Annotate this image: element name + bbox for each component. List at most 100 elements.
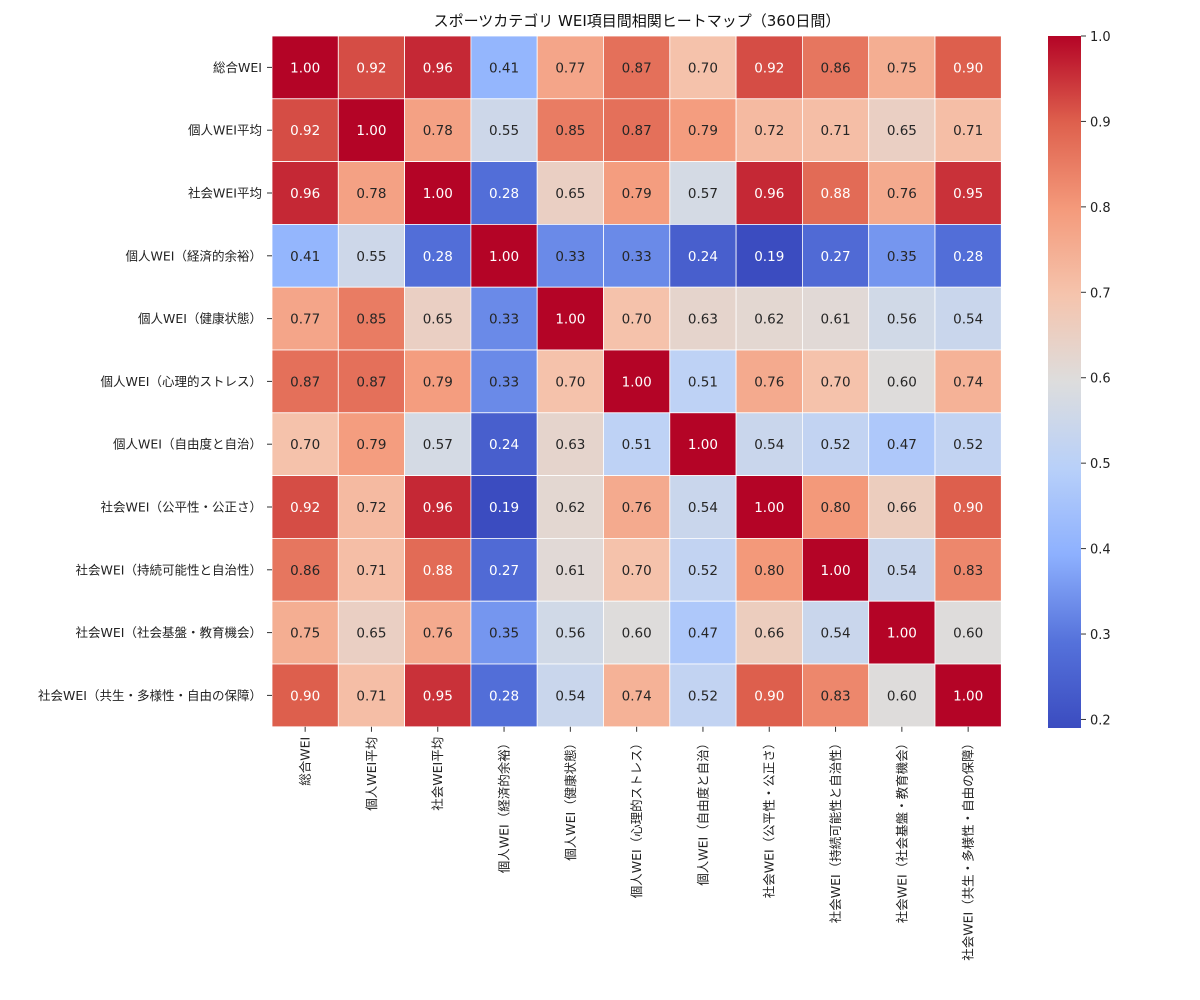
cell-value-label: 1.00: [953, 688, 983, 704]
cell-value-label: 0.41: [290, 249, 320, 265]
colorbar-tick-label: 0.8: [1090, 201, 1111, 216]
heatmap-cell: [802, 161, 870, 225]
cell-value-label: 0.66: [887, 500, 917, 516]
colorbar-tick-label: 0.6: [1090, 372, 1111, 387]
cell-value-label: 1.00: [622, 374, 652, 390]
cell-value-label: 0.52: [821, 437, 851, 453]
x-tick-label: 社会WEI（共生・多様性・自由の保障）: [961, 737, 976, 961]
cell-value-label: 0.87: [356, 374, 386, 390]
heatmap-cell: [802, 35, 870, 100]
cell-value-label: 0.28: [423, 249, 453, 265]
y-tick-label: 個人WEI（心理的ストレス）: [101, 374, 262, 389]
heatmap-cell: [404, 161, 472, 225]
cell-value-label: 1.00: [356, 123, 386, 139]
cell-value-label: 0.33: [622, 249, 652, 265]
heatmap-cell: [404, 475, 472, 539]
cell-value-label: 0.28: [489, 688, 519, 704]
x-tick-label: 個人WEI（自由度と自治）: [695, 737, 710, 886]
cell-value-label: 0.78: [423, 123, 453, 139]
heatmap-cell: [603, 161, 671, 225]
cell-value-label: 0.79: [423, 374, 453, 390]
heatmap-cell: [603, 412, 671, 476]
cell-value-label: 0.65: [423, 312, 453, 328]
cell-value-label: 0.47: [887, 437, 917, 453]
heatmap-cell: [669, 663, 737, 728]
heatmap-cell: [470, 98, 538, 163]
cell-value-label: 0.75: [290, 626, 320, 642]
heatmap-cell: [470, 663, 538, 728]
cell-value-label: 0.72: [754, 123, 784, 139]
heatmap-cell: [868, 475, 936, 539]
heatmap-cell: [735, 475, 803, 539]
cell-value-label: 1.00: [821, 563, 851, 579]
heatmap-cell: [934, 161, 1002, 225]
heatmap-cell: [735, 663, 803, 728]
cell-value-label: 0.55: [489, 123, 519, 139]
colorbar-tick-label: 0.4: [1090, 543, 1111, 558]
heatmap-cell: [669, 349, 737, 414]
cell-value-label: 0.95: [423, 688, 453, 704]
cell-value-label: 0.96: [423, 60, 453, 76]
cell-value-label: 0.62: [754, 312, 784, 328]
cell-value-label: 0.33: [489, 312, 519, 328]
cell-value-label: 0.78: [356, 186, 386, 202]
cell-value-label: 0.70: [821, 374, 851, 390]
cell-value-label: 0.70: [290, 437, 320, 453]
cell-value-label: 0.86: [290, 563, 320, 579]
heatmap-cell: [603, 286, 671, 351]
heatmap-cell: [934, 35, 1002, 100]
cell-value-label: 0.60: [953, 626, 983, 642]
y-tick-label: 社会WEI（社会基盤・教育機会）: [76, 625, 262, 640]
x-tick-label: 個人WEI（経済的余裕）: [497, 737, 512, 873]
cell-value-label: 0.24: [489, 437, 519, 453]
cell-value-label: 0.80: [754, 563, 784, 579]
cell-value-label: 0.47: [688, 626, 718, 642]
cell-value-label: 1.00: [688, 437, 718, 453]
heatmap-cell: [868, 161, 936, 225]
x-tick-label: 社会WEI（持続可能性と自治性）: [828, 737, 843, 923]
cell-value-label: 0.28: [489, 186, 519, 202]
colorbar-tick-label: 0.9: [1090, 115, 1111, 130]
cell-value-label: 0.72: [356, 500, 386, 516]
heatmap-cell: [536, 223, 604, 288]
cell-value-label: 0.71: [953, 123, 983, 139]
cell-value-label: 0.28: [953, 249, 983, 265]
heatmap-cell: [802, 349, 870, 414]
heatmap-cell: [735, 223, 803, 288]
cell-value-label: 0.83: [821, 688, 851, 704]
cell-value-label: 0.51: [688, 374, 718, 390]
cell-value-label: 0.77: [555, 60, 585, 76]
cell-value-label: 0.52: [688, 563, 718, 579]
colorbar-tick-label: 0.2: [1090, 713, 1111, 728]
heatmap-cell: [536, 161, 604, 225]
heatmap-cell: [603, 538, 671, 602]
cell-value-label: 0.54: [555, 688, 585, 704]
cell-value-label: 0.96: [423, 500, 453, 516]
cell-value-label: 0.51: [622, 437, 652, 453]
cell-value-label: 0.90: [953, 60, 983, 76]
heatmap-cell: [934, 223, 1002, 288]
heatmap-cell: [934, 286, 1002, 351]
heatmap-cell: [603, 223, 671, 288]
cell-value-label: 1.00: [555, 312, 585, 328]
heatmap-cell: [934, 663, 1002, 728]
heatmap-cell: [337, 98, 405, 163]
colorbar: [1048, 36, 1081, 728]
cell-value-label: 0.65: [356, 626, 386, 642]
cell-value-label: 0.95: [953, 186, 983, 202]
heatmap-cell: [603, 35, 671, 100]
cell-value-label: 0.27: [489, 563, 519, 579]
heatmap-cell: [669, 35, 737, 100]
heatmap-cell: [271, 475, 339, 539]
cell-value-label: 0.87: [290, 374, 320, 390]
colorbar-tick-label: 0.3: [1090, 628, 1111, 643]
cell-value-label: 0.76: [887, 186, 917, 202]
x-tick-label: 個人WEI（健康状態）: [563, 737, 578, 861]
cell-value-label: 0.57: [423, 437, 453, 453]
heatmap-cell: [735, 98, 803, 163]
heatmap-cell: [735, 349, 803, 414]
cell-value-label: 0.27: [821, 249, 851, 265]
y-tick-label: 社会WEI平均: [188, 186, 262, 201]
